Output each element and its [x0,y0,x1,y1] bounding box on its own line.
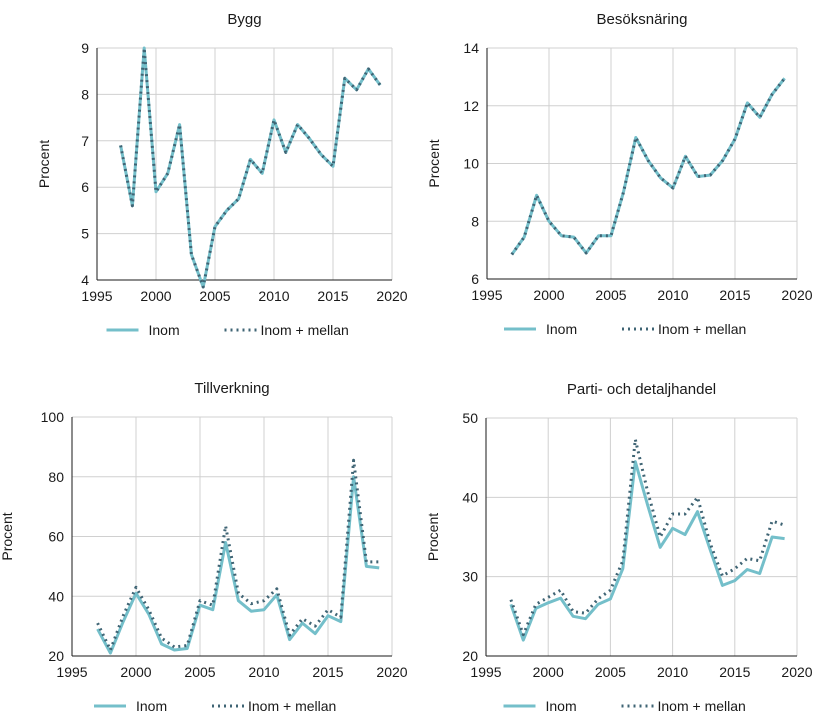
x-tick-label: 2005 [199,288,230,304]
series-line [96,458,380,652]
chart-title: Besöksnäring [597,11,688,28]
x-tick-label: 1995 [81,288,112,304]
x-tick-label: 2000 [533,287,564,303]
legend-label: Inom [136,698,167,712]
y-tick-label: 8 [471,213,479,229]
y-tick-label: 50 [462,410,478,426]
y-tick-label: 7 [81,133,89,149]
y-axis-label: Procent [426,139,442,187]
legend-label: Inom + mellan [248,698,336,712]
chart-panel: 1995 2000 2005 2010 2015 2020 6 8 10 12 14 Besöksnä… [426,11,813,337]
legend-label: Inom + mellan [261,322,349,338]
x-tick-label: 2010 [657,287,688,303]
series-line [509,437,786,637]
x-tick-label: 2010 [248,664,279,680]
y-axis-label: Procent [0,512,15,560]
x-tick-label: 2000 [120,664,151,680]
x-tick-label: 2015 [719,664,750,680]
x-tick-label: 1995 [56,664,87,680]
y-tick-label: 10 [463,156,479,172]
x-tick-label: 2020 [376,664,407,680]
x-tick-label: 2015 [719,287,750,303]
y-tick-label: 80 [48,469,64,485]
x-tick-label: 2020 [781,287,812,303]
x-tick-label: 2010 [657,664,688,680]
y-axis-label: Procent [425,513,441,561]
y-tick-label: 100 [41,409,65,425]
chart-panel: 1995 2000 2005 2010 2015 2020 4 5 6 7 8 9 Bygg Procen… [36,11,408,338]
x-tick-label: 1995 [470,664,501,680]
x-tick-label: 2005 [595,664,626,680]
y-tick-label: 40 [462,489,478,505]
y-tick-label: 60 [48,529,64,545]
x-tick-label: 2020 [376,288,407,304]
series-line [96,475,380,655]
x-tick-label: 2015 [312,664,343,680]
x-tick-label: 2000 [533,664,564,680]
series-line [510,77,786,256]
chart-title: Bygg [227,11,261,28]
y-tick-label: 30 [462,569,478,585]
y-axis-label: Procent [36,140,52,188]
y-tick-label: 8 [81,86,89,102]
x-tick-label: 2005 [184,664,215,680]
x-tick-label: 2000 [140,288,171,304]
chart-title: Tillverkning [194,380,269,397]
y-tick-label: 12 [463,98,479,114]
legend-label: Inom [546,321,577,337]
legend-label: Inom [149,322,180,338]
series-line [119,46,382,289]
series-line [509,460,785,642]
x-tick-label: 1995 [471,287,502,303]
y-tick-label: 40 [48,588,64,604]
legend-label: Inom [546,698,577,712]
x-tick-label: 2010 [258,288,289,304]
y-tick-label: 5 [81,226,89,242]
y-tick-label: 20 [48,648,64,664]
y-tick-label: 9 [81,40,89,56]
y-tick-label: 6 [471,271,479,287]
chart-title: Parti- och detaljhandel [567,381,716,398]
y-tick-label: 6 [81,179,89,195]
chart-panel: 1995 2000 2005 2010 2015 202020406080100Tillv… [0,380,408,714]
series-line [510,77,786,256]
y-tick-label: 20 [462,648,478,664]
x-tick-label: 2020 [781,664,812,680]
y-tick-label: 14 [463,40,479,56]
legend-label: Inom + mellan [658,321,746,337]
series-line [119,46,382,289]
x-tick-label: 2015 [317,288,348,304]
x-tick-label: 2005 [595,287,626,303]
legend-label: Inom + mellan [658,698,746,712]
y-tick-label: 4 [81,272,89,288]
